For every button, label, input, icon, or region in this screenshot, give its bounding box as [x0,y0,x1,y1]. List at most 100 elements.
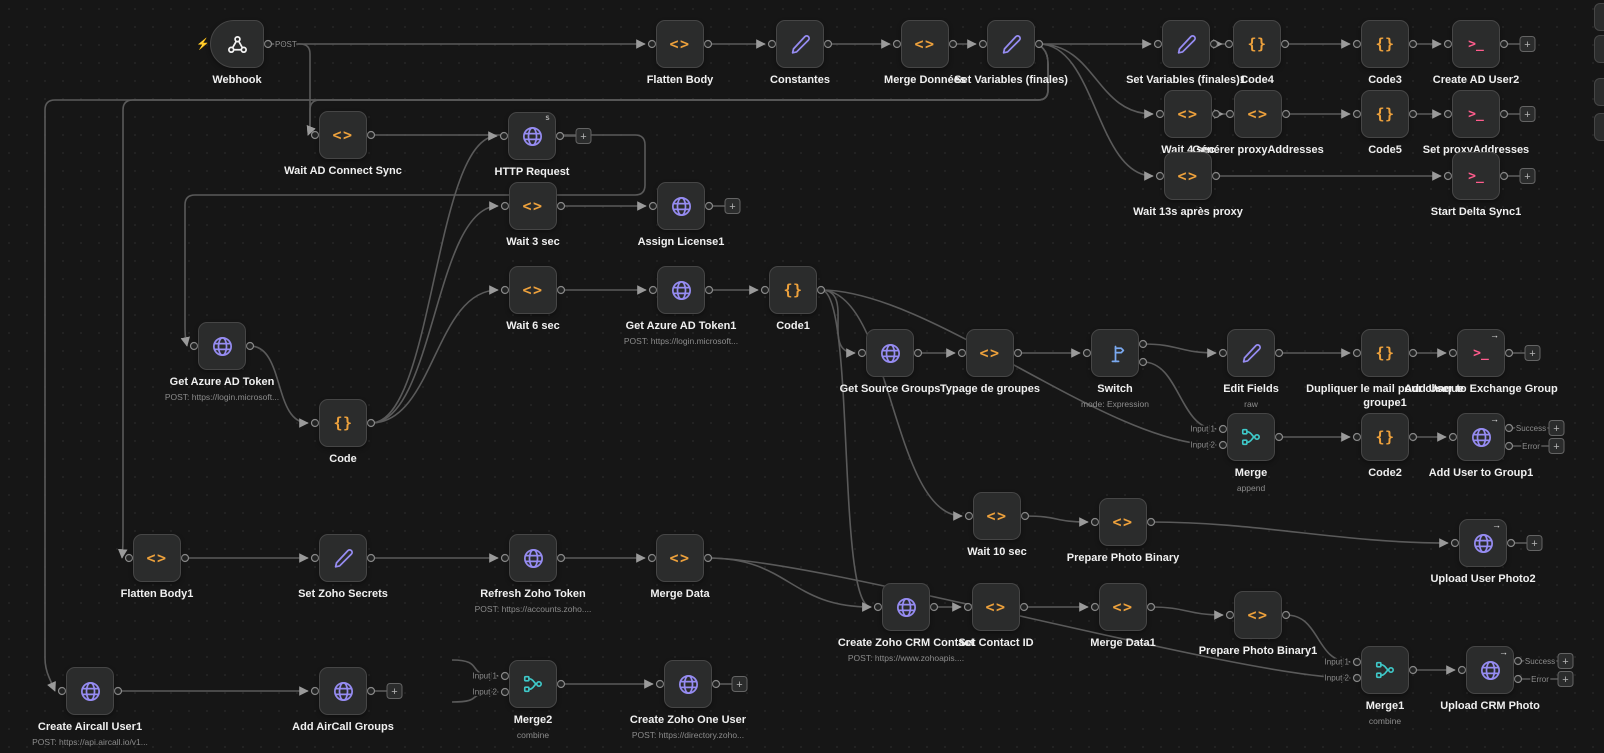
node-set-variables-finales[interactable] [987,20,1035,68]
connection-wire[interactable] [820,289,963,521]
input-port[interactable] [57,686,67,696]
node-get-azure-ad-token1[interactable] [657,266,705,314]
output-port[interactable] [823,39,833,49]
input-port[interactable] [957,348,967,358]
connection-wire[interactable] [1142,343,1217,358]
output-port[interactable] [245,341,255,351]
node-wait-6-sec[interactable]: <> [509,266,557,314]
node-prepare-photo-binary1[interactable]: <> [1234,591,1282,639]
output-port[interactable] [1504,441,1514,451]
input-port[interactable] [857,348,867,358]
input-port[interactable] [1448,348,1458,358]
output-port[interactable] [1274,432,1284,442]
output-port[interactable] [1499,171,1509,181]
output-port[interactable] [366,130,376,140]
connection-wire[interactable] [707,557,1351,683]
connection-wire[interactable] [268,43,316,136]
output-port[interactable] [556,679,566,689]
input-port[interactable] [647,39,657,49]
output-port[interactable] [704,201,714,211]
input-port[interactable] [1218,348,1228,358]
output-port[interactable] [1408,39,1418,49]
node-http-request[interactable]: s [508,112,556,160]
node-refresh-zoho-token[interactable] [509,534,557,582]
input-port[interactable] [873,602,883,612]
node-set-variables-finales1[interactable] [1162,20,1210,68]
node-get-source-groups[interactable] [866,329,914,377]
output-port[interactable] [366,418,376,428]
input-port[interactable] [1224,39,1234,49]
output-port[interactable] [703,39,713,49]
node-edit-fields[interactable] [1227,329,1275,377]
input-port[interactable] [500,285,510,295]
connection-wire[interactable] [1038,43,1154,181]
clipped-node[interactable] [1594,3,1604,31]
input-port[interactable] [1352,432,1362,442]
node-code3[interactable]: {} [1361,20,1409,68]
output-port[interactable] [704,285,714,295]
input-port[interactable] [1352,39,1362,49]
input-port[interactable] [1443,171,1453,181]
node-set-contact-id[interactable]: <> [972,583,1020,631]
add-node-button[interactable] [1519,36,1536,52]
connection-wire[interactable] [370,201,499,424]
add-node-button[interactable] [731,676,748,692]
output-port[interactable] [555,131,565,141]
output-port[interactable] [1211,171,1221,181]
node-create-zoho-crm-contact[interactable] [882,583,930,631]
input-port[interactable] [500,201,510,211]
input-port[interactable] [647,553,657,563]
node-wait-13s-apres-proxy[interactable]: <> [1164,152,1212,200]
input-port[interactable] [648,201,658,211]
node-upload-user-photo2[interactable]: → [1459,519,1507,567]
node-create-ad-user2[interactable]: >_ [1452,20,1500,68]
node-create-aircall-user1[interactable] [66,667,114,715]
node-set-zoho-secrets[interactable] [319,534,367,582]
output-port[interactable] [711,679,721,689]
output-port[interactable] [263,39,273,49]
node-add-user-to-group1[interactable]: → [1457,413,1505,461]
input-port[interactable] [1352,657,1362,667]
input-port[interactable] [1225,610,1235,620]
output-port[interactable] [1274,348,1284,358]
add-node-button[interactable] [1548,438,1565,454]
input-port[interactable] [1352,109,1362,119]
output-port[interactable] [703,553,713,563]
connection-wire[interactable] [117,43,1049,559]
output-port[interactable] [1281,610,1291,620]
add-node-button[interactable] [386,683,403,699]
node-constantes[interactable] [776,20,824,68]
output-port[interactable] [1504,348,1514,358]
node-generer-proxyaddresses[interactable]: <> [1234,90,1282,138]
connection-wire[interactable] [1150,521,1449,548]
node-merge1[interactable] [1361,646,1409,694]
connection-wire[interactable] [820,289,872,612]
input-port[interactable] [1352,348,1362,358]
output-port[interactable] [1013,348,1023,358]
output-port[interactable] [556,553,566,563]
node-assign-license1[interactable] [657,182,705,230]
output-port[interactable] [1146,602,1156,612]
node-set-proxyaddresses[interactable]: >_ [1452,90,1500,138]
node-wait-ad-connect-sync[interactable]: <> [319,111,367,159]
output-port[interactable] [816,285,826,295]
input-port[interactable] [767,39,777,49]
input-port[interactable] [310,686,320,696]
output-port[interactable] [1138,357,1148,367]
node-wait-3-sec[interactable]: <> [509,182,557,230]
node-code4[interactable]: {} [1233,20,1281,68]
connection-wire[interactable] [820,289,1217,450]
output-port[interactable] [556,285,566,295]
input-port[interactable] [500,553,510,563]
input-port[interactable] [1443,109,1453,119]
input-port[interactable] [1352,673,1362,683]
node-merge-data1[interactable]: <> [1099,583,1147,631]
node-flatten-body1[interactable]: <> [133,534,181,582]
node-get-azure-ad-token[interactable] [198,322,246,370]
clipped-node[interactable] [1594,35,1604,63]
output-port[interactable] [1513,674,1523,684]
add-node-button[interactable] [1519,106,1536,122]
add-node-button[interactable] [1519,168,1536,184]
input-port[interactable] [1443,39,1453,49]
